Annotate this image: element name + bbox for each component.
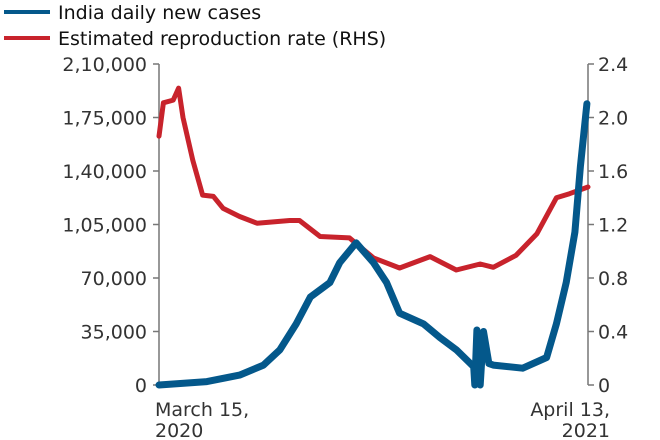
legend: India daily new cases Estimated reproduc… bbox=[4, 2, 386, 50]
series-line-reproduction-rate bbox=[156, 85, 591, 273]
left-tick-label: 1,75,000 bbox=[62, 108, 147, 130]
right-tick-label: 0.8 bbox=[598, 268, 628, 290]
legend-label-cases: India daily new cases bbox=[58, 2, 261, 24]
left-tick-label: 1,40,000 bbox=[62, 161, 147, 183]
x-label-start-line2: 2020 bbox=[155, 420, 203, 440]
right-tick-label: 2.0 bbox=[598, 108, 628, 130]
series-line-cases bbox=[155, 100, 591, 389]
right-tick-label: 2.4 bbox=[598, 54, 628, 76]
left-tick-label: 70,000 bbox=[81, 268, 147, 290]
right-tick-label: 1.6 bbox=[598, 161, 628, 183]
right-tick-label: 0.4 bbox=[598, 322, 628, 344]
right-tick-label: 1.2 bbox=[598, 215, 628, 237]
left-tick-label: 0 bbox=[135, 375, 147, 397]
x-label-start-line1: March 15, bbox=[155, 399, 249, 421]
left-tick-label: 35,000 bbox=[81, 322, 147, 344]
x-label-end-line1: April 13, bbox=[530, 399, 610, 421]
left-tick-label: 2,10,000 bbox=[62, 54, 147, 76]
left-tick-label: 1,05,000 bbox=[62, 215, 147, 237]
x-label-end-line2: 2021 bbox=[562, 420, 610, 440]
right-tick-label: 0 bbox=[598, 375, 610, 397]
legend-label-rate: Estimated reproduction rate (RHS) bbox=[58, 28, 386, 50]
